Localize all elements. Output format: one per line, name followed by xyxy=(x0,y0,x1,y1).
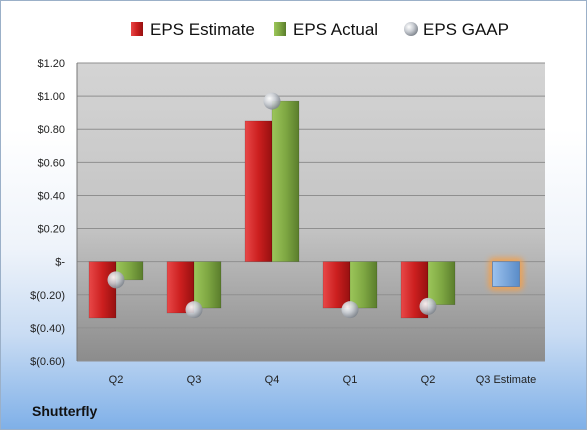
y-tick-label: $0.60 xyxy=(37,157,65,169)
y-tick-label: $(0.40) xyxy=(30,323,65,335)
y-axis-ticks: $(0.60) $(0.40) $(0.20) $- $0.20 $0.40 $0.60 $0… xyxy=(30,58,65,368)
x-axis-ticks: Q2 Q3 Q4 Q1 Q2 Q3 Estimate xyxy=(109,374,537,386)
legend-swatch-eps-estimate xyxy=(131,22,143,36)
y-tick-label: $1.00 xyxy=(37,91,65,103)
y-tick-label: $1.20 xyxy=(37,58,65,70)
bar-eps-estimate xyxy=(88,261,117,319)
bar-eps-actual xyxy=(271,100,300,262)
y-tick-label: $0.80 xyxy=(37,124,65,136)
x-tick-label: Q1 xyxy=(343,374,358,386)
legend-swatch-eps-actual xyxy=(274,22,286,36)
gridlines xyxy=(76,62,545,362)
bar-eps-estimate xyxy=(322,261,351,309)
y-tick-label: $0.40 xyxy=(37,190,65,202)
marker-eps-gaap xyxy=(419,297,437,315)
x-tick-label: Q3 Estimate xyxy=(476,374,537,386)
y-tick-label: $(0.20) xyxy=(30,290,65,302)
x-tick-label: Q2 xyxy=(421,374,436,386)
company-name: Shutterfly xyxy=(32,403,98,419)
legend: EPS Estimate EPS Actual EPS GAAP xyxy=(131,20,509,39)
legend-swatch-eps-gaap xyxy=(404,22,418,36)
plot-area xyxy=(77,63,545,361)
y-tick-label: $(0.60) xyxy=(30,356,65,368)
marker-eps-gaap xyxy=(185,301,203,319)
eps-chart: $(0.60) $(0.40) $(0.20) $- $0.20 $0.40 $0.60 $0… xyxy=(30,20,545,386)
x-tick-label: Q3 xyxy=(187,374,202,386)
legend-label: EPS Estimate xyxy=(150,20,255,39)
marker-eps-gaap xyxy=(107,271,125,289)
bar-eps-actual xyxy=(427,261,456,305)
legend-label: EPS Actual xyxy=(293,20,378,39)
bar-eps-actual xyxy=(349,261,378,309)
x-tick-label: Q2 xyxy=(109,374,124,386)
bars xyxy=(88,92,524,319)
marker-eps-gaap xyxy=(341,301,359,319)
marker-eps-gaap xyxy=(263,92,281,110)
x-tick-label: Q4 xyxy=(265,374,280,386)
legend-label: EPS GAAP xyxy=(423,20,509,39)
bar-eps-actual xyxy=(193,261,222,309)
y-tick-label: $0.20 xyxy=(37,224,65,236)
bar-eps-forecast xyxy=(492,261,520,287)
bar-eps-estimate xyxy=(244,120,273,262)
y-tick-label: $- xyxy=(55,257,65,269)
